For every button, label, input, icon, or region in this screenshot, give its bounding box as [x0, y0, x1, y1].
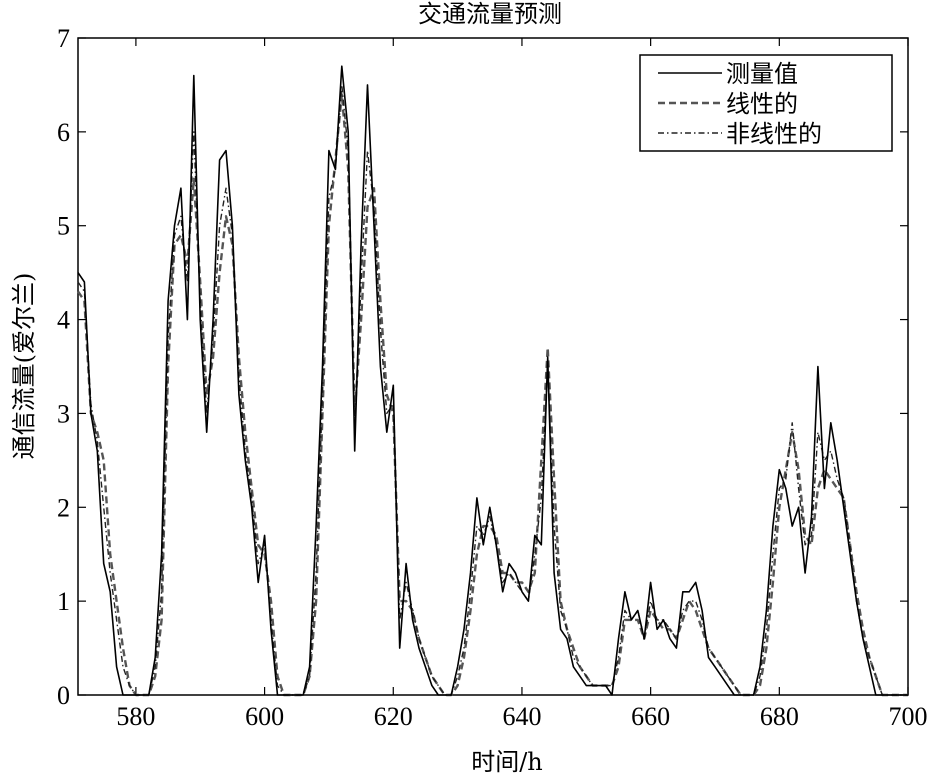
legend-label-linear: 线性的: [726, 90, 798, 118]
series-line-nonlinear: [77, 84, 908, 696]
y-tick-label: 4: [57, 306, 70, 335]
chart-title: 交通流量预测: [418, 0, 562, 28]
plot-frame: [77, 37, 909, 696]
x-tick-label: 660: [631, 702, 670, 731]
x-tick-label: 680: [760, 702, 799, 731]
x-axis-label: 时间/h: [471, 748, 543, 776]
axis-ticks: 580 600 620 640 660 680 700 0 1 2 3 4 5 6 7: [57, 24, 928, 731]
y-tick-label: 5: [57, 212, 70, 241]
y-tick-label: 1: [57, 587, 70, 616]
x-tick-label: 640: [502, 702, 541, 731]
series-line-linear: [77, 93, 908, 697]
series-line-measured: [77, 65, 908, 696]
y-tick-label: 0: [57, 681, 70, 710]
y-tick-label: 6: [57, 118, 70, 147]
x-tick-label: 580: [116, 702, 155, 731]
x-tick-label: 600: [245, 702, 284, 731]
x-tick-label: 700: [889, 702, 928, 731]
y-axis-label: 通信流量(爱尔兰): [10, 273, 38, 460]
x-tick-label: 620: [374, 702, 413, 731]
legend-label-measured: 测量值: [726, 60, 798, 88]
y-tick-label: 2: [57, 493, 70, 522]
y-tick-label: 7: [57, 24, 70, 53]
legend: 测量值 线性的 非线性的: [639, 54, 893, 152]
legend-label-nonlinear: 非线性的: [726, 120, 822, 148]
series-layer: [77, 65, 908, 697]
y-tick-label: 3: [57, 399, 70, 428]
